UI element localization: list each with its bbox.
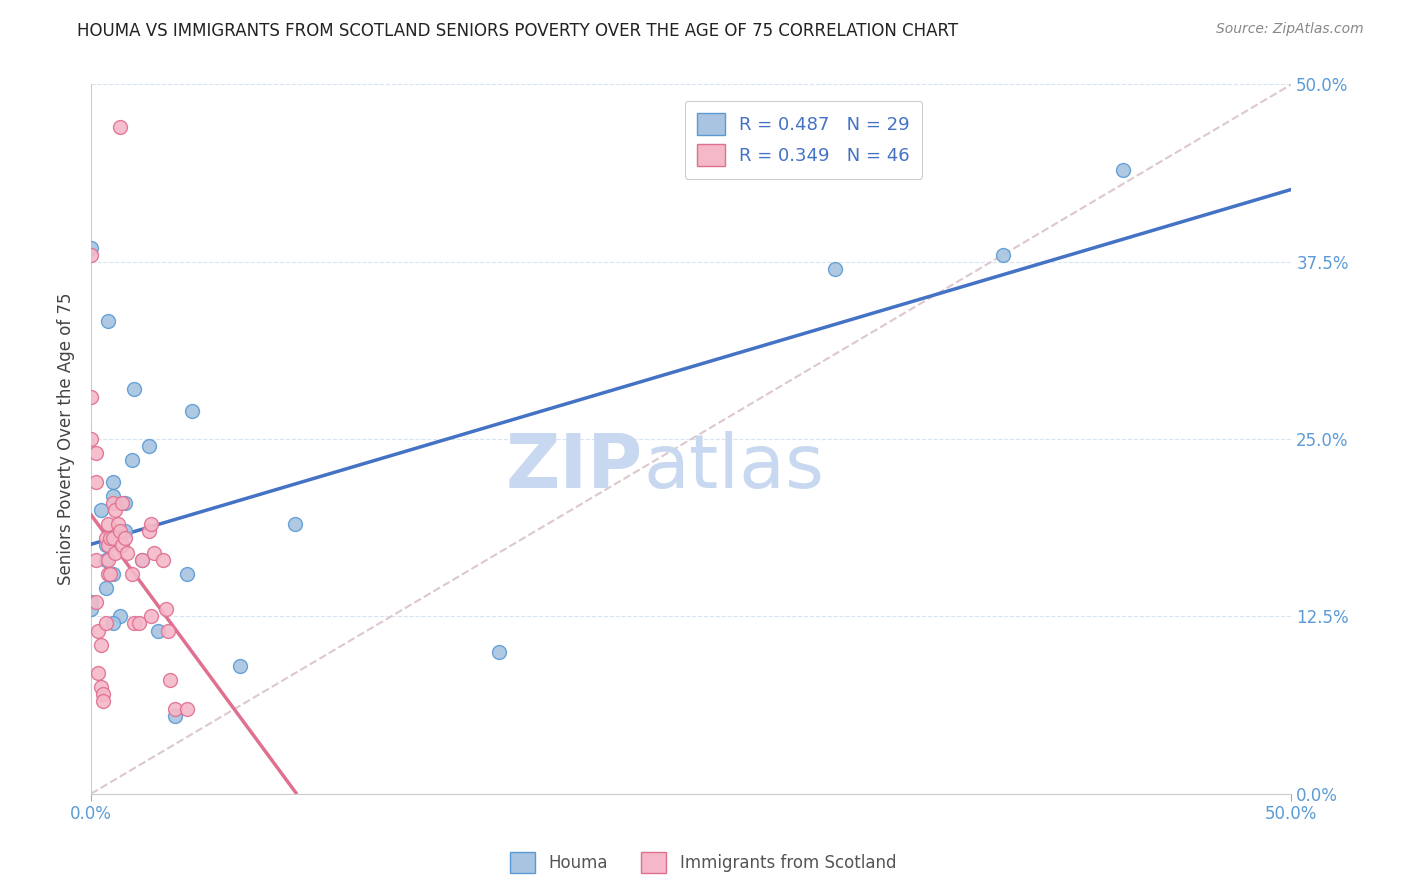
Point [97,566,120,581]
Point [80,390,103,404]
Legend: Houma, Immigrants from Scotland: Houma, Immigrants from Scotland [503,846,903,880]
Point [165,708,187,723]
Point [90,638,112,652]
Point [176,701,198,715]
Point [993,247,1015,261]
Point [159,673,181,688]
Point [80,595,103,609]
Point [114,524,136,539]
Point [104,503,127,517]
Point [101,496,124,510]
Point [101,566,124,581]
Point [98,532,121,546]
Point [488,645,510,659]
Point [84,446,107,460]
Point [229,659,252,673]
Point [87,666,110,681]
Point [138,524,160,539]
Point [156,624,179,638]
Point [87,624,110,638]
Point [176,566,198,581]
Point [155,602,177,616]
Point [165,701,187,715]
Point [1112,162,1135,177]
Point [114,532,136,546]
Point [97,538,120,552]
Point [284,517,307,532]
Point [101,489,124,503]
Point [181,403,204,417]
Point [90,681,112,695]
Point [141,517,163,532]
Point [121,566,143,581]
Point [84,595,107,609]
Point [114,496,136,510]
Point [131,552,153,566]
Point [94,532,117,546]
Point [84,475,107,489]
Point [152,552,174,566]
Point [97,552,120,566]
Point [131,552,153,566]
Point [121,453,143,467]
Point [97,314,120,328]
Point [97,517,120,532]
Text: atlas: atlas [643,431,824,504]
Point [90,503,112,517]
Point [91,694,114,708]
Point [142,545,165,559]
Point [111,538,134,552]
Point [107,517,129,532]
Point [101,616,124,631]
Text: Source: ZipAtlas.com: Source: ZipAtlas.com [1216,22,1364,37]
Point [80,602,103,616]
Point [104,545,127,559]
Point [124,383,146,397]
Point [94,538,117,552]
Text: HOUMA VS IMMIGRANTS FROM SCOTLAND SENIORS POVERTY OVER THE AGE OF 75 CORRELATION: HOUMA VS IMMIGRANTS FROM SCOTLAND SENIOR… [77,22,959,40]
Point [138,439,160,453]
Point [148,624,170,638]
Point [101,532,124,546]
Point [111,496,134,510]
Point [91,687,114,701]
Point [128,616,150,631]
Point [115,545,138,559]
Point [98,566,121,581]
Point [80,247,103,261]
Point [80,241,103,255]
Point [824,261,846,276]
Point [94,616,117,631]
Point [141,609,163,624]
Point [84,552,107,566]
Point [94,552,117,566]
Point [101,475,124,489]
Y-axis label: Seniors Poverty Over the Age of 75: Seniors Poverty Over the Age of 75 [58,293,75,585]
Point [108,120,131,134]
Legend: R = 0.487   N = 29, R = 0.349   N = 46: R = 0.487 N = 29, R = 0.349 N = 46 [685,101,922,179]
Text: ZIP: ZIP [506,431,643,504]
Point [94,581,117,595]
Point [108,524,131,539]
Point [80,432,103,446]
Point [108,609,131,624]
Point [124,616,146,631]
